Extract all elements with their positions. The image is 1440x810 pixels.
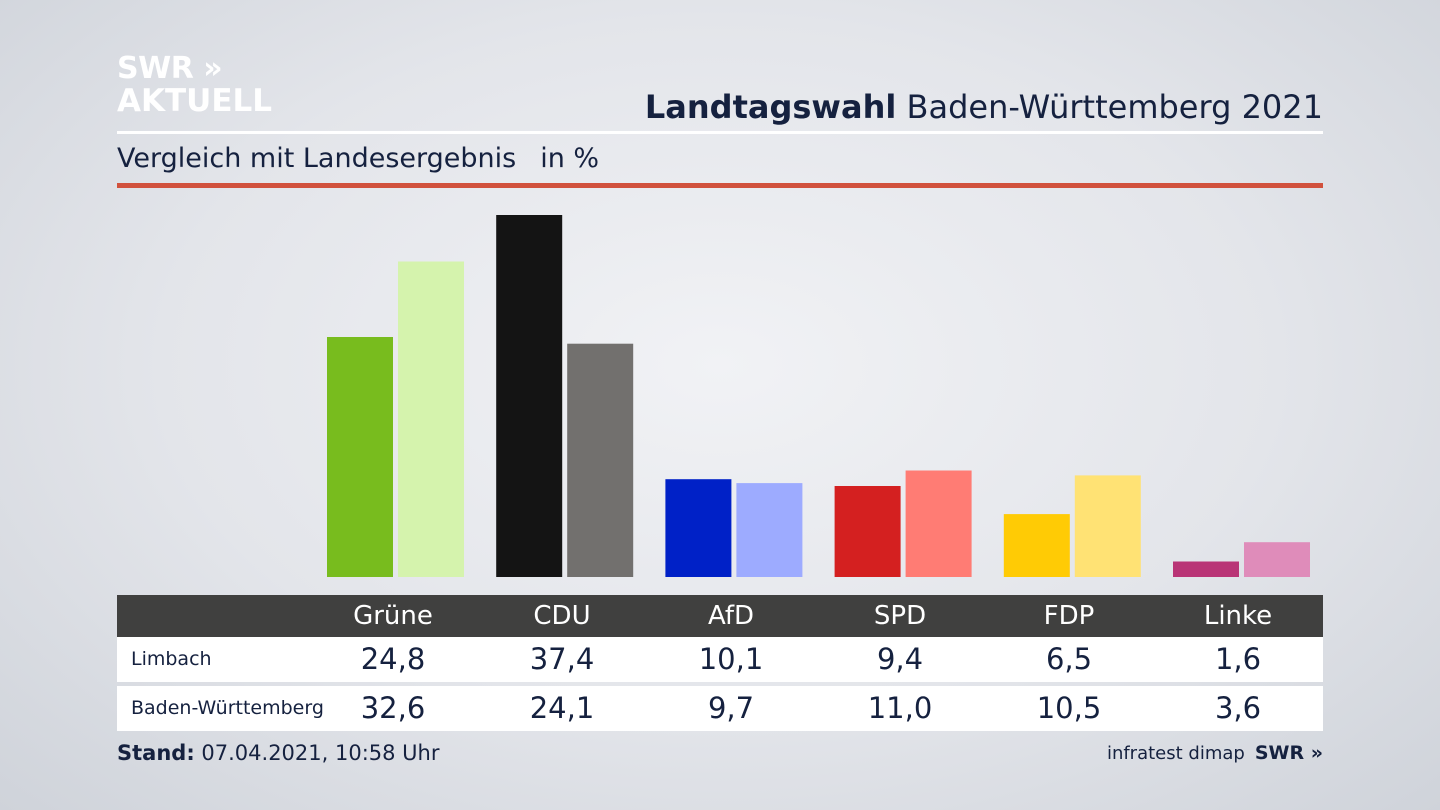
bar [1074,475,1141,577]
column-header: Linke [1203,601,1273,631]
page-title-rest: Baden-Württemberg 2021 [896,88,1324,126]
table-cell: 11,0 [867,691,933,725]
row-label-state: Baden-Württemberg [131,697,324,719]
chart-subtitle: Vergleich mit Landesergebnis in % [117,143,599,174]
table-cell: 24,8 [360,642,426,676]
logo-line-aktuell: AKTUELL [117,83,273,119]
bar [567,343,634,577]
subtitle-text: Vergleich mit Landesergebnis [117,143,517,174]
column-header: CDU [533,601,591,631]
swr-aktuell-logo: SWR » AKTUELL [117,54,272,117]
column-header: AfD [707,601,755,631]
column-header: FDP [1043,601,1095,631]
table-cell: 3,6 [1214,691,1262,725]
page-title-bold: Landtagswahl [644,88,897,126]
row-label-limbach: Limbach [131,648,212,670]
timestamp-value: 07.04.2021, 10:58 Uhr [194,741,440,765]
bar [905,470,972,577]
table-header: Grüne CDU AfD SPD FDP Linke [117,595,1323,637]
source-name: infratest dimap [1106,743,1245,764]
bar [834,486,901,577]
table-cell: 9,7 [707,691,755,725]
bar [1173,561,1239,577]
column-header: SPD [873,601,927,631]
table-cell: 32,6 [360,691,426,725]
bar [1244,542,1310,577]
timestamp-label: Stand: [117,741,195,765]
table-row-state: Baden-Württemberg 32,6 24,1 9,7 11,0 10,5 3,6 [117,686,1323,731]
logo-line-swr: SWR » [117,51,223,86]
accent-divider [117,183,1323,188]
source-credit: infratest dimap SWR » [1107,742,1323,764]
table-cell: 10,1 [698,642,764,676]
bar [665,479,732,577]
bar [1003,514,1070,577]
title-divider [117,131,1323,134]
bar [327,337,393,577]
table-cell: 24,1 [529,691,595,725]
table-row-limbach: Limbach 24,8 37,4 10,1 9,4 6,5 1,6 [117,637,1323,682]
table-cell: 9,4 [876,642,924,676]
bar [398,261,464,577]
table-cell: 37,4 [529,642,595,676]
timestamp: Stand: 07.04.2021, 10:58 Uhr [117,741,440,765]
table-cell: 6,5 [1045,642,1093,676]
table-cell: 1,6 [1214,642,1262,676]
subtitle-unit: in % [540,143,600,174]
bar [496,215,563,577]
page-title: Landtagswahl Baden-Württemberg 2021 [645,88,1323,126]
bar [736,483,803,577]
table-cell: 10,5 [1036,691,1102,725]
results-table: Grüne CDU AfD SPD FDP Linke Limbach 24,8 37,4 1… [117,595,1323,731]
swr-brand-logo: SWR » [1254,742,1323,764]
column-header: Grüne [353,601,433,631]
